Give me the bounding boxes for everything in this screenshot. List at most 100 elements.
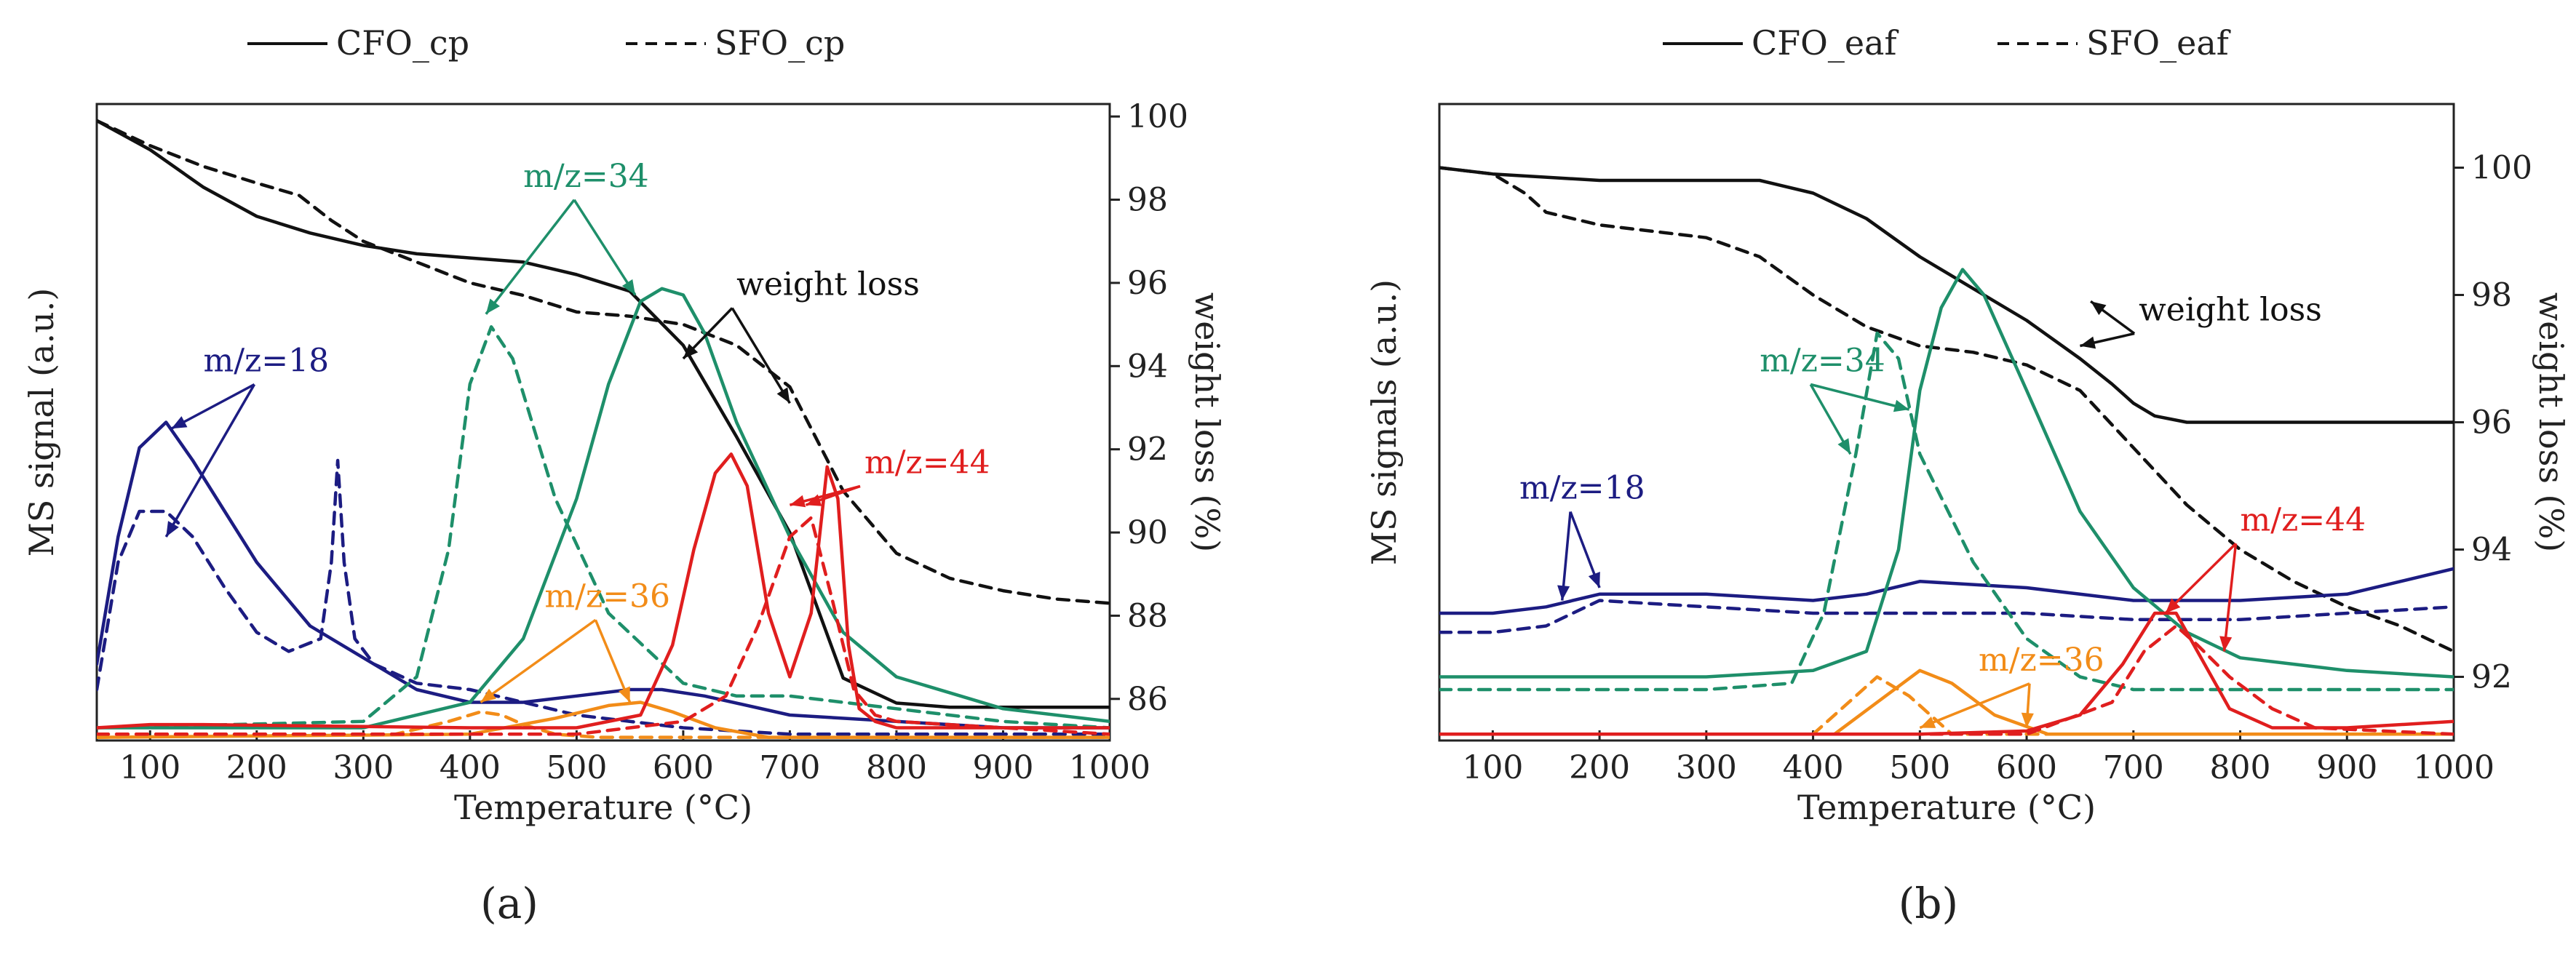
annotation-arrowhead: [1920, 716, 1936, 728]
y-right-tick-label: 96: [1127, 265, 1168, 302]
series-line-cfo-eaf-m-z-18: [1439, 567, 2454, 615]
x-tick-label: 500: [546, 749, 607, 786]
annotation-arrow: [573, 199, 637, 296]
y-right-tick-label: 96: [2471, 404, 2512, 442]
y-right-tick-label: 98: [1127, 182, 1168, 219]
annotation-arrowhead: [1588, 572, 1600, 588]
x-tick-label: 200: [226, 749, 287, 786]
y-right-tick-label: 86: [1127, 681, 1168, 718]
annotation-arrowhead: [790, 495, 806, 508]
legend-label: CFO_eaf: [1752, 23, 1899, 63]
x-tick-label: 700: [759, 749, 820, 786]
annotation-arrowhead: [683, 343, 699, 359]
annotation-arrow: [2164, 543, 2237, 615]
x-tick-label: 300: [333, 749, 394, 786]
series-line-sfo-eaf-m-z-34: [1439, 331, 2454, 692]
y-right-axis-title: weight loss (%): [2532, 292, 2571, 552]
x-tick-label: 700: [2103, 749, 2164, 786]
chart-panel-a: 100 200 300 400 500 600 700 800 900 1000 86 88 90 92 9…: [22, 23, 1227, 928]
y-left-axis-title: MS signals (a.u.): [1364, 279, 1404, 565]
annotation-arrowhead: [2165, 598, 2181, 613]
annotation-arrowhead: [1557, 585, 1570, 601]
annotation-arrowhead: [806, 494, 822, 506]
series-line-cfo-cp-m-z-44: [97, 452, 1110, 730]
annotation-arrow: [731, 307, 791, 404]
series-line-sfo-eaf-m-z-18: [1439, 599, 2454, 634]
annotation-label: m/z=36: [1979, 642, 2104, 679]
x-axis-title: Temperature (°C): [454, 788, 752, 827]
x-tick-label: 400: [1783, 749, 1844, 786]
series-line-cfo-eaf-weight-loss: [1439, 166, 2454, 424]
annotation-arrowhead: [776, 387, 790, 404]
annotation-label: m/z=18: [1519, 470, 1645, 507]
x-tick-label: 600: [1996, 749, 2057, 786]
annotation-arrow: [170, 383, 255, 430]
x-tick-label: 200: [1569, 749, 1630, 786]
panel-label: (b): [1899, 879, 1958, 928]
y-right-tick-label: 98: [2471, 277, 2512, 314]
annotation-arrowhead: [1893, 399, 1909, 412]
legend-label: SFO_eaf: [2086, 23, 2231, 63]
x-tick-label: 900: [2316, 749, 2377, 786]
series-line-sfo-cp-m-z-34: [97, 325, 1110, 730]
annotation-arrow: [480, 618, 597, 703]
legend-label: CFO_cp: [336, 23, 469, 63]
series-line-sfo-cp-m-z-36: [97, 710, 1110, 739]
plot-frame: [95, 103, 1111, 742]
annotation-label: m/z=34: [523, 158, 649, 195]
chart-panel-b: 100 200 300 400 500 600 700 800 900 1000 92 94 96 98 1…: [1364, 23, 2571, 928]
y-right-tick-label: 92: [1127, 431, 1168, 468]
annotation-arrowhead: [621, 279, 635, 295]
annotation-label: m/z=18: [204, 343, 330, 380]
series-line-sfo-eaf-m-z-36: [1439, 675, 2454, 736]
x-tick-label: 600: [653, 749, 714, 786]
x-tick-label: 1000: [1069, 749, 1150, 786]
series-line-cfo-eaf-m-z-44: [1439, 611, 2454, 736]
x-tick-label: 800: [866, 749, 927, 786]
y-right-tick-label: 100: [2471, 150, 2532, 187]
x-tick-label: 800: [2210, 749, 2271, 786]
y-right-tick-label: 94: [1127, 348, 1168, 385]
y-right-tick-label: 94: [2471, 532, 2512, 569]
annotation-arrow: [485, 199, 576, 315]
series-line-cfo-cp-m-z-34: [97, 287, 1110, 730]
x-tick-label: 300: [1676, 749, 1737, 786]
series-line-cfo-cp-weight-loss: [97, 119, 1110, 709]
annotation-arrow: [2222, 543, 2238, 652]
annotation-label: m/z=36: [544, 578, 670, 615]
series-line-sfo-cp-m-z-18: [97, 458, 1110, 736]
y-left-axis-title: MS signal (a.u.): [22, 288, 61, 557]
x-axis-title: Temperature (°C): [1797, 788, 2096, 827]
series-line-cfo-eaf-m-z-34: [1439, 268, 2454, 679]
annotation-arrow: [1561, 511, 1572, 601]
annotation-arrowhead: [618, 686, 630, 703]
series-line-cfo-eaf-m-z-36: [1439, 668, 2454, 736]
annotation-label: m/z=44: [864, 444, 990, 482]
y-right-tick-label: 92: [2471, 659, 2512, 696]
annotation-arrow: [594, 619, 632, 703]
annotation-arrowhead: [480, 688, 496, 703]
annotation-arrowhead: [166, 521, 179, 537]
annotation-arrow: [164, 383, 256, 538]
annotation-label: weight loss: [2139, 292, 2322, 329]
series-line-sfo-eaf-m-z-44: [1439, 624, 2454, 736]
annotation-arrow: [1919, 682, 2030, 730]
annotation-arrowhead: [2080, 336, 2096, 349]
x-tick-label: 1000: [2413, 749, 2494, 786]
annotation-arrowhead: [171, 416, 188, 429]
y-right-tick-label: 100: [1127, 98, 1188, 135]
annotation-label: m/z=34: [1760, 343, 1885, 380]
y-right-axis-title: weight loss (%): [1188, 292, 1227, 552]
annotation-arrowhead: [2219, 636, 2233, 652]
annotation-arrowhead: [2021, 712, 2034, 728]
annotation-label: weight loss: [736, 266, 920, 303]
annotation-arrowhead: [485, 298, 500, 314]
legend-label: SFO_cp: [715, 23, 845, 63]
x-tick-label: 100: [1462, 749, 1523, 786]
x-tick-label: 400: [440, 749, 501, 786]
annotation-arrowhead: [1837, 438, 1850, 455]
x-tick-label: 500: [1889, 749, 1950, 786]
series-line-sfo-cp-weight-loss: [97, 119, 1110, 605]
